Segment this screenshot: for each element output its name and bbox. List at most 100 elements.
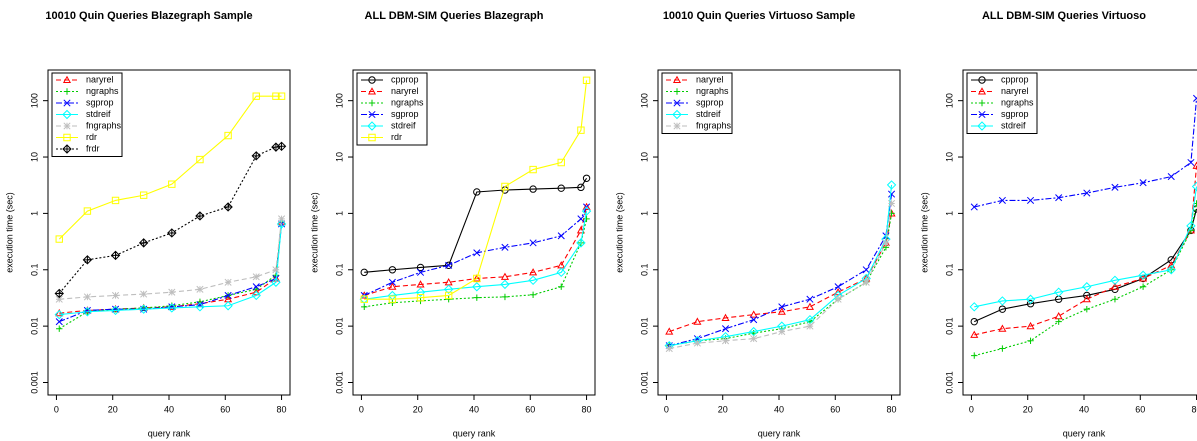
point-part [195, 302, 205, 312]
legend-marker [978, 110, 986, 119]
legend-entry: rdr [56, 132, 97, 142]
point [223, 301, 233, 311]
legend-entry: ngraphs [971, 97, 1034, 107]
point-part [223, 202, 233, 212]
point [557, 158, 565, 167]
point-part [721, 337, 730, 345]
point-part [997, 296, 1008, 306]
series-line [59, 218, 283, 300]
point [445, 261, 453, 269]
legend-label: cpprop [391, 74, 419, 84]
point [888, 190, 896, 198]
point-part [1186, 221, 1196, 231]
point [56, 325, 63, 332]
point [882, 239, 890, 247]
legend-marker-part [62, 109, 72, 120]
point-part [834, 295, 842, 303]
legend-marker-part [63, 99, 71, 107]
legend-entry: stdreif [361, 120, 416, 131]
legend-label: fngraphs [696, 120, 732, 130]
series-line [669, 213, 893, 333]
legend-marker [63, 88, 71, 95]
point [582, 202, 591, 211]
point [83, 293, 91, 301]
series-line [364, 210, 588, 300]
point [997, 296, 1008, 306]
point-part [834, 283, 842, 291]
legend-label: stdreif [391, 120, 416, 130]
y-tick-label: 0.01 [944, 317, 954, 335]
point [445, 296, 452, 303]
point [557, 184, 565, 192]
point-part [529, 239, 537, 247]
legend-marker [62, 75, 72, 84]
point [167, 228, 177, 238]
point-part [276, 219, 287, 229]
point-part [558, 283, 565, 290]
point [1026, 321, 1035, 330]
point-part [1110, 282, 1119, 290]
point [111, 291, 120, 300]
point-part [750, 316, 758, 324]
point-part [582, 174, 591, 182]
chart-title: 10010 Quin Queries Virtuoso Sample [663, 10, 855, 22]
point [528, 275, 538, 286]
point-part [56, 325, 63, 332]
legend-marker [367, 87, 377, 95]
series-line [669, 203, 893, 350]
series-line [669, 213, 893, 347]
point-part [55, 295, 63, 303]
legend-marker [367, 121, 377, 131]
x-tick-label: 60 [220, 404, 230, 414]
legend-entry: stdreif [666, 109, 721, 120]
point [577, 215, 585, 223]
point-part [693, 339, 701, 347]
point-part [1026, 321, 1035, 330]
point-part [1139, 179, 1147, 187]
point-part [473, 294, 481, 301]
panel: ALL DBM-SIM Queries Virtuoso query rank ex… [919, 10, 1197, 438]
point [360, 295, 368, 303]
point-part [501, 243, 509, 251]
x-axis-label: query rank [148, 428, 191, 438]
point-part [888, 210, 895, 217]
point-part [54, 288, 64, 299]
point [1139, 179, 1147, 187]
point-part [1055, 194, 1063, 202]
point [110, 250, 121, 261]
point-part [969, 302, 979, 312]
legend-marker-part [978, 110, 986, 119]
legend-marker-part [672, 109, 682, 120]
point-part [1083, 291, 1091, 300]
point-part [1166, 265, 1176, 275]
plot-area [664, 180, 897, 353]
y-axis-label: execution time (sec) [614, 192, 624, 273]
legend-label: frdr [86, 143, 100, 153]
legend-marker-part [368, 99, 376, 107]
point [999, 345, 1006, 352]
legend-marker [62, 109, 72, 120]
point-part [445, 296, 452, 303]
point [416, 280, 425, 288]
point [388, 278, 396, 286]
point-part [665, 345, 673, 353]
point-part [1054, 311, 1063, 320]
point-part [577, 126, 585, 134]
y-tick-label: 1 [29, 211, 39, 216]
point-part [528, 275, 538, 286]
point-part [577, 215, 585, 223]
point [529, 165, 537, 174]
point [224, 291, 232, 300]
y-tick-label: 1 [944, 211, 954, 216]
y-axis-label: execution time (sec) [919, 192, 929, 273]
series-line [364, 177, 588, 273]
legend-marker [368, 99, 376, 107]
y-tick-label: 10 [334, 152, 344, 162]
point [54, 309, 64, 320]
x-tick-label: 0 [969, 404, 974, 414]
point-part [1167, 173, 1175, 181]
legend-entry: sgprop [56, 97, 114, 107]
point [971, 352, 978, 359]
point-part [473, 188, 481, 196]
point-part [556, 267, 566, 278]
